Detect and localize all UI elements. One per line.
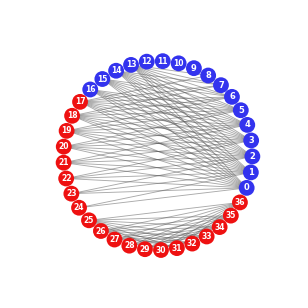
Text: 6: 6 <box>229 92 235 101</box>
Text: 18: 18 <box>67 111 77 120</box>
Circle shape <box>184 236 200 251</box>
Text: 30: 30 <box>156 245 166 254</box>
Circle shape <box>171 55 187 71</box>
Text: 20: 20 <box>59 142 69 151</box>
Circle shape <box>107 232 122 247</box>
Text: 27: 27 <box>109 235 120 244</box>
Text: 21: 21 <box>58 158 69 167</box>
Text: 31: 31 <box>172 244 182 253</box>
Text: 5: 5 <box>238 106 244 115</box>
Circle shape <box>243 164 259 180</box>
Text: 23: 23 <box>66 189 77 198</box>
Circle shape <box>137 241 153 257</box>
Text: 4: 4 <box>244 120 250 129</box>
Circle shape <box>63 186 79 201</box>
Circle shape <box>81 213 97 228</box>
Text: 25: 25 <box>84 216 94 225</box>
Text: 0: 0 <box>244 183 249 192</box>
Circle shape <box>123 57 139 73</box>
Circle shape <box>95 71 110 87</box>
Circle shape <box>71 200 87 216</box>
Text: 22: 22 <box>61 174 71 183</box>
Text: 34: 34 <box>214 223 225 232</box>
Circle shape <box>155 53 171 69</box>
Circle shape <box>93 223 109 239</box>
Text: 29: 29 <box>140 245 150 254</box>
Text: 17: 17 <box>75 97 85 106</box>
Circle shape <box>64 108 80 124</box>
Circle shape <box>56 155 71 171</box>
Text: 32: 32 <box>187 239 197 248</box>
Circle shape <box>224 89 240 105</box>
Text: 11: 11 <box>157 57 168 66</box>
Circle shape <box>233 102 249 118</box>
Text: 12: 12 <box>141 57 152 66</box>
Circle shape <box>58 171 74 186</box>
Text: 24: 24 <box>74 203 84 212</box>
Circle shape <box>169 240 185 256</box>
Circle shape <box>56 139 72 155</box>
Text: 36: 36 <box>235 198 245 207</box>
Text: 15: 15 <box>97 75 107 83</box>
Text: 19: 19 <box>61 126 72 135</box>
Circle shape <box>186 60 202 76</box>
Text: 16: 16 <box>85 85 95 94</box>
Circle shape <box>200 68 216 83</box>
Text: 3: 3 <box>248 136 254 145</box>
Text: 2: 2 <box>249 152 255 161</box>
Text: 1: 1 <box>248 168 254 177</box>
Circle shape <box>153 242 169 258</box>
Circle shape <box>213 77 229 93</box>
Circle shape <box>108 63 124 79</box>
Circle shape <box>72 94 88 110</box>
Circle shape <box>212 219 228 235</box>
Circle shape <box>199 229 215 244</box>
Circle shape <box>121 238 137 253</box>
Text: 10: 10 <box>173 59 184 68</box>
Circle shape <box>59 123 75 139</box>
Text: 33: 33 <box>201 232 212 241</box>
Circle shape <box>239 117 255 133</box>
Circle shape <box>232 195 248 210</box>
Text: 13: 13 <box>126 60 136 69</box>
Text: 8: 8 <box>205 71 211 80</box>
Text: 9: 9 <box>191 64 197 73</box>
Circle shape <box>245 148 260 164</box>
Text: 14: 14 <box>111 66 121 75</box>
Text: 28: 28 <box>124 241 135 250</box>
Circle shape <box>223 208 239 224</box>
Circle shape <box>239 180 255 196</box>
Circle shape <box>139 54 155 70</box>
Text: 7: 7 <box>218 81 224 90</box>
Circle shape <box>243 132 259 148</box>
Circle shape <box>82 82 98 97</box>
Text: 26: 26 <box>96 226 106 236</box>
Text: 35: 35 <box>226 211 236 220</box>
